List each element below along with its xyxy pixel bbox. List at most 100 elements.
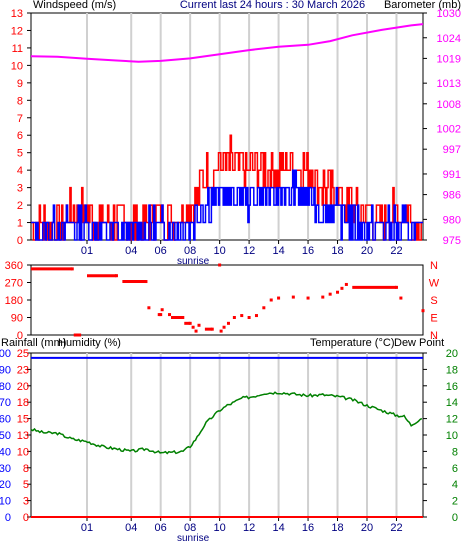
direction-point <box>321 295 325 299</box>
rain-humidity-temperature-frame <box>30 352 424 518</box>
direction-point <box>247 316 251 319</box>
wind-pressure-x-axis: 01 04 06 08 10 12 14 16 18 20 22 sunrise <box>81 240 403 267</box>
rainfall-tick-label: 25 <box>17 348 29 360</box>
windspeed-tick-label: 5 <box>17 148 23 160</box>
humidity-axis: 0 10 20 30 40 50 60 70 80 90 100 <box>0 348 11 524</box>
barometer-tick-label: 1024 <box>437 33 461 45</box>
x-tick-label: 20 <box>361 245 373 257</box>
rainfall-tick-label: 23 <box>17 364 29 376</box>
humidity-tick-label: 40 <box>0 446 11 458</box>
barometer-tick-label: 986 <box>443 190 461 202</box>
windspeed-tick-label: 4 <box>17 165 23 177</box>
windspeed-tick-label: 2 <box>17 200 23 212</box>
direction-point <box>291 295 295 299</box>
direction-point <box>340 286 344 290</box>
humidity-tick-label: 90 <box>0 364 11 376</box>
direction-point <box>394 285 398 289</box>
dewpoint-label: Dew Point <box>394 337 445 349</box>
temperature-line <box>30 391 423 455</box>
windspeed-axis-label: Windspeed (m/s) <box>33 0 117 11</box>
x-tick-label: 06 <box>155 245 167 257</box>
direction-point <box>168 313 172 317</box>
direction-degrees-axis: 0 90 180 270 360 <box>5 260 31 342</box>
barometer-tick-label: 1019 <box>437 53 461 65</box>
direction-point <box>269 298 273 302</box>
rainfall-tick-label: 20 <box>17 381 29 393</box>
rainfall-tick-label: 5 <box>23 479 29 491</box>
x-tick-label: 20 <box>361 522 373 534</box>
barometer-tick-label: 991 <box>443 169 461 181</box>
humidity-tick-label: 10 <box>0 496 11 508</box>
temperature-tick-label: 2 <box>452 496 458 508</box>
temperature-tick-label: 4 <box>452 479 458 491</box>
temperature-tick-label: 10 <box>446 430 458 442</box>
x-tick-label: 22 <box>390 245 402 257</box>
windspeed-tick-label: 11 <box>12 43 23 55</box>
direction-point <box>159 313 163 317</box>
windspeed-tick-label: 1 <box>17 218 23 230</box>
average-wind-line <box>31 169 423 241</box>
rainfall-tick-label: 13 <box>17 430 29 442</box>
temperature-tick-label: 8 <box>452 446 458 458</box>
temperature-tick-label: 0 <box>452 512 458 524</box>
rainfall-tick-label: 8 <box>23 463 29 475</box>
direction-point <box>191 325 195 329</box>
temperature-axis: 0 2 4 6 8 10 12 14 16 18 20 <box>423 348 458 524</box>
barometer-line <box>30 23 424 63</box>
direction-tick-label: 360 <box>5 260 23 272</box>
compass-label-E: E <box>430 313 437 325</box>
x-tick-label: 10 <box>214 522 226 534</box>
barometer-tick-label: 1008 <box>437 99 461 111</box>
x-tick-label: 14 <box>272 245 284 257</box>
sunrise-label: sunrise <box>177 533 210 542</box>
x-tick-label: 10 <box>214 245 226 257</box>
windspeed-tick-label: 12 <box>11 25 23 37</box>
rainfall-tick-label: 15 <box>17 414 29 426</box>
x-tick-label: 12 <box>243 245 255 257</box>
compass-label-N: N <box>430 330 438 342</box>
temperature-axis-label: Temperature (°C) <box>310 337 395 349</box>
direction-point <box>399 296 403 300</box>
rainfall-axis-label: Rainfall (mm) <box>1 337 67 349</box>
direction-point <box>218 263 222 267</box>
humidity-tick-label: 50 <box>0 430 11 442</box>
sunrise-label: sunrise <box>177 256 210 267</box>
x-tick-label: 18 <box>331 245 343 257</box>
direction-point <box>328 292 332 296</box>
barometer-tick-label: 1013 <box>437 78 461 90</box>
compass-label-W: W <box>429 278 440 290</box>
windspeed-tick-label: 7 <box>17 113 23 125</box>
humidity-tick-label: 70 <box>0 397 11 409</box>
humidity-tick-label: 30 <box>0 463 11 475</box>
rainfall-axis: 0 3 5 8 10 13 15 18 20 23 25 <box>17 348 31 524</box>
humidity-tick-label: 20 <box>0 479 11 491</box>
direction-point <box>336 290 340 294</box>
direction-point <box>222 325 226 329</box>
barometer-tick-label: 1030 <box>437 8 461 20</box>
barometer-tick-label: 1002 <box>437 124 461 136</box>
rain-humidity-temperature-x-axis: 01 04 06 08 10 12 14 16 18 20 22 sunrise <box>81 517 403 542</box>
barometer-tick-label: 975 <box>443 235 461 247</box>
direction-tick-label: 270 <box>5 278 23 290</box>
direction-point <box>421 309 425 313</box>
direction-point <box>226 321 230 325</box>
direction-point <box>181 316 185 319</box>
x-tick-label: 14 <box>272 522 284 534</box>
direction-point <box>78 333 82 337</box>
compass-label-S: S <box>430 295 437 307</box>
compass-label-N: N <box>430 260 438 272</box>
x-tick-label: 22 <box>390 522 402 534</box>
direction-point <box>188 321 192 325</box>
rainfall-tick-label: 3 <box>23 496 29 508</box>
humidity-tick-label: 60 <box>0 414 11 426</box>
temperature-tick-label: 14 <box>446 397 458 409</box>
direction-point <box>114 274 118 278</box>
direction-point <box>160 308 164 312</box>
windspeed-tick-label: 6 <box>17 130 23 142</box>
